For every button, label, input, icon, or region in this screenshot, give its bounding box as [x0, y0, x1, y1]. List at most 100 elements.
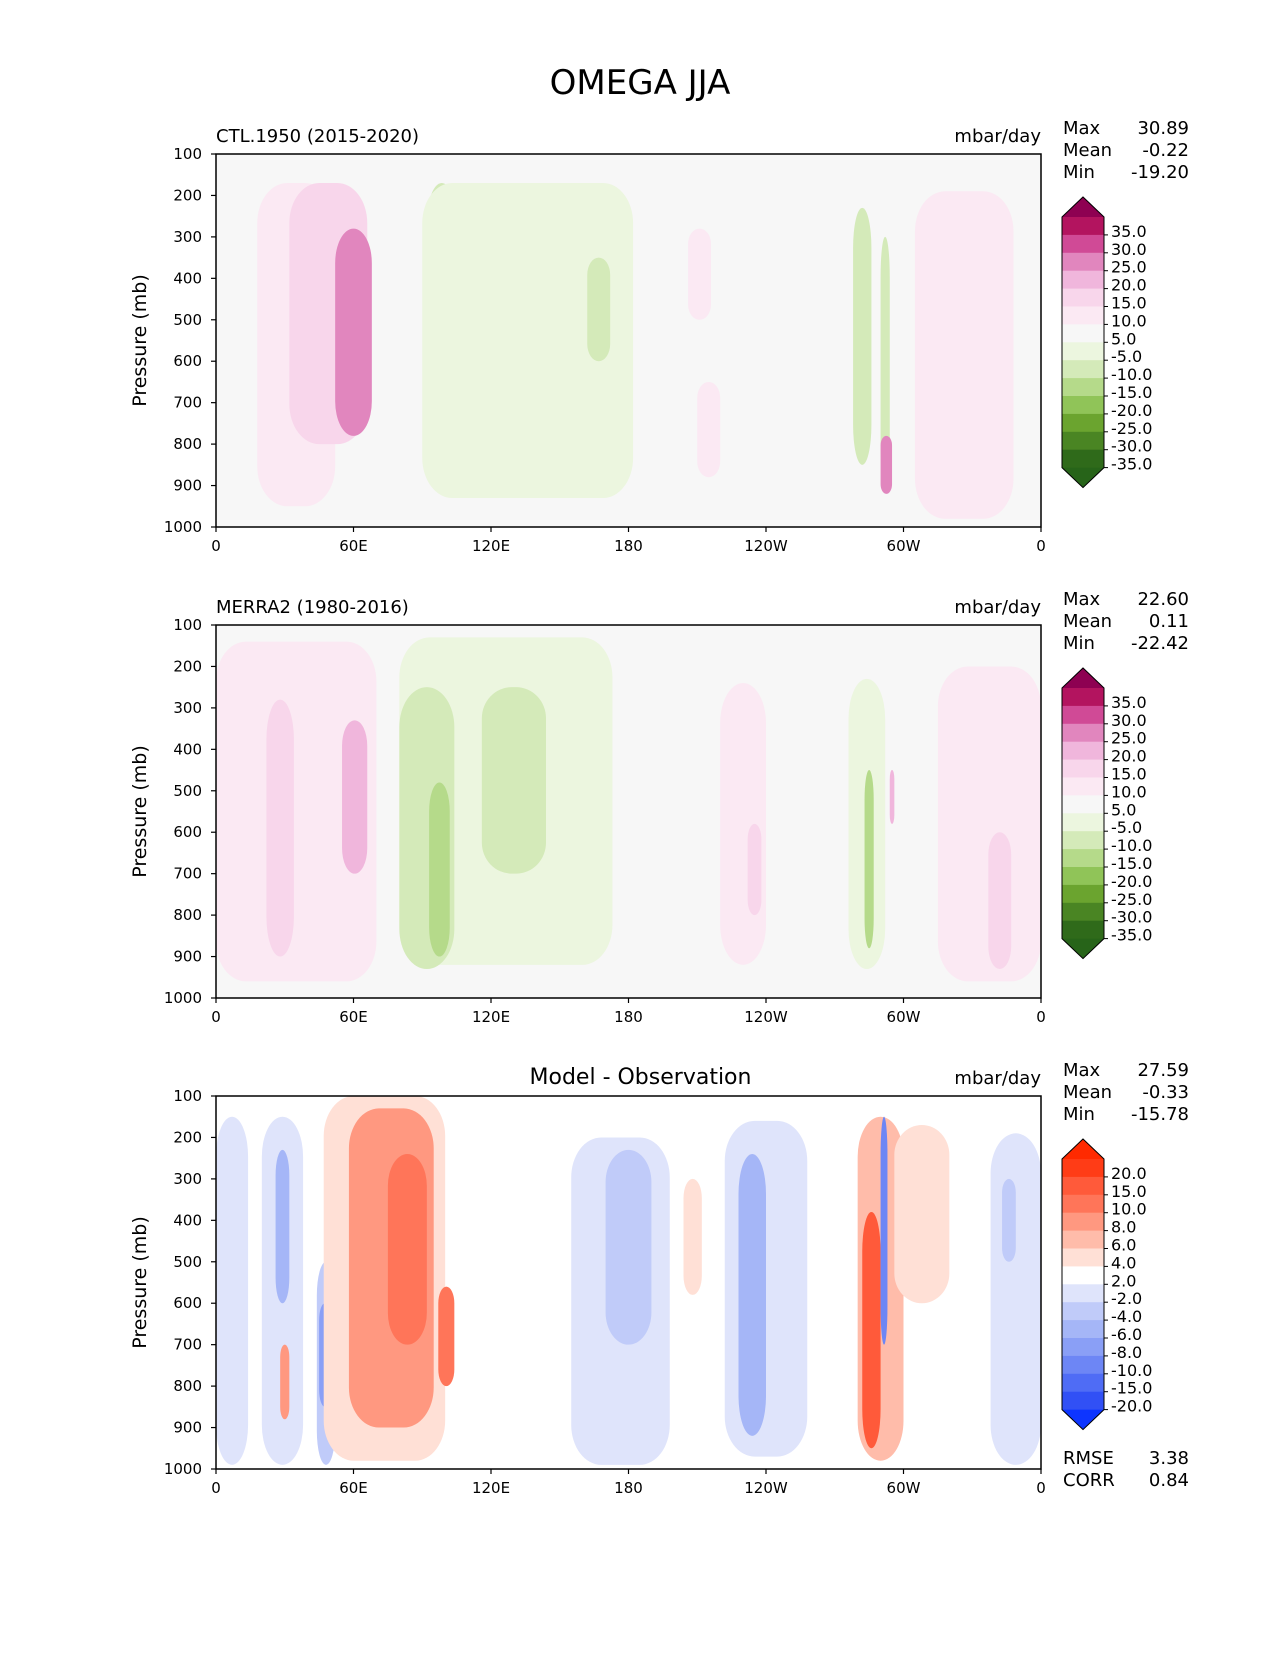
y-tick-label: 300 — [173, 699, 202, 717]
contour-feature — [738, 1154, 766, 1436]
colorbar-segment — [1062, 1176, 1104, 1196]
colorbar-segment — [1062, 1302, 1104, 1321]
colorbar-segment — [1062, 1373, 1104, 1393]
colorbar-bottom-extension — [1062, 467, 1104, 488]
colorbar-label: -35.0 — [1111, 455, 1152, 474]
colorbar-segment — [1062, 795, 1104, 814]
colorbar-segment — [1062, 705, 1104, 725]
colorbar-label: 30.0 — [1111, 711, 1147, 730]
y-axis-label: Pressure (mb) — [129, 274, 151, 407]
y-tick-label: 400 — [173, 1211, 202, 1229]
colorbar-label: -4.0 — [1111, 1307, 1142, 1326]
stat-value: -15.78 — [1131, 1104, 1189, 1125]
colorbar-label: -8.0 — [1111, 1343, 1142, 1362]
stat-label: Min — [1063, 162, 1095, 183]
colorbar-segment — [1062, 777, 1104, 796]
panel-units: mbar/day — [954, 597, 1041, 618]
y-tick-label: 400 — [173, 269, 202, 287]
colorbar-label: -20.0 — [1111, 401, 1152, 420]
y-tick-label: 100 — [173, 1087, 202, 1105]
contour-feature — [988, 832, 1012, 969]
colorbar-segment — [1062, 1230, 1104, 1249]
colorbar-label: 15.0 — [1111, 765, 1147, 784]
panel-units: mbar/day — [954, 1068, 1041, 1089]
y-tick-label: 300 — [173, 228, 202, 246]
colorbar-label: 10.0 — [1111, 1200, 1147, 1219]
colorbar-segment — [1062, 413, 1104, 433]
colorbar-segment — [1062, 324, 1104, 343]
colorbar-label: -20.0 — [1111, 1397, 1152, 1416]
colorbar-segment — [1062, 288, 1104, 307]
colorbar-segment — [1062, 688, 1104, 707]
colorbar-label: -15.0 — [1111, 1379, 1152, 1398]
colorbar-bottom-extension — [1062, 1409, 1104, 1430]
x-tick-label: 60E — [339, 1479, 368, 1497]
colorbar-segment — [1062, 723, 1104, 743]
contour-feature — [880, 435, 893, 494]
contour-feature — [335, 228, 372, 436]
colorbar-segment — [1062, 831, 1104, 850]
footer-stat-label: CORR — [1063, 1470, 1115, 1491]
x-tick-label: 120W — [744, 1008, 788, 1026]
contour-feature — [1002, 1178, 1016, 1262]
colorbar-label: -35.0 — [1111, 926, 1152, 945]
y-tick-label: 700 — [173, 394, 202, 412]
y-axis-label: Pressure (mb) — [129, 745, 151, 878]
contour-feature — [422, 183, 634, 498]
panel-units: mbar/day — [954, 126, 1041, 147]
contour-feature — [864, 770, 874, 949]
colorbar-segment — [1062, 306, 1104, 325]
colorbar-segment — [1062, 1266, 1104, 1285]
stat-value: -22.42 — [1131, 633, 1189, 654]
colorbar-segment — [1062, 759, 1104, 778]
colorbar-segment — [1062, 1338, 1104, 1357]
y-tick-label: 200 — [173, 186, 202, 204]
y-tick-label: 500 — [173, 1253, 202, 1271]
colorbar-label: 10.0 — [1111, 782, 1147, 801]
panel-2: 100 200 300 400 500 600 700 800 900 1000 0 60E 120E 1… — [129, 589, 1189, 1026]
colorbar-top-extension — [1062, 668, 1104, 688]
colorbar-label: -25.0 — [1111, 419, 1152, 438]
colorbar-label: 10.0 — [1111, 311, 1147, 330]
colorbar-segment — [1062, 1212, 1104, 1231]
y-tick-label: 1000 — [164, 1460, 202, 1478]
colorbar-label: -15.0 — [1111, 383, 1152, 402]
colorbar-segment — [1062, 1248, 1104, 1267]
stat-value: -0.33 — [1142, 1082, 1189, 1103]
colorbar-segment — [1062, 849, 1104, 868]
contour-feature — [914, 191, 1014, 519]
colorbar-label: -15.0 — [1111, 854, 1152, 873]
colorbar-label: -5.0 — [1111, 347, 1142, 366]
panel-1: 100 200 300 400 500 600 700 800 900 1000 0 60E 120E 1… — [129, 118, 1189, 555]
colorbar-label: 25.0 — [1111, 729, 1147, 748]
colorbar-label: 15.0 — [1111, 1182, 1147, 1201]
colorbar-segment — [1062, 360, 1104, 379]
stat-value: -19.20 — [1131, 162, 1189, 183]
colorbar-label: 2.0 — [1111, 1271, 1136, 1290]
contour-field — [216, 1096, 1041, 1465]
colorbar-label: 20.0 — [1111, 276, 1147, 295]
x-tick-label: 0 — [1036, 1008, 1046, 1026]
y-tick-label: 600 — [173, 352, 202, 370]
colorbar-label: 30.0 — [1111, 240, 1147, 259]
y-tick-label: 1000 — [164, 518, 202, 536]
contour-feature — [747, 823, 762, 916]
y-tick-label: 700 — [173, 1336, 202, 1354]
colorbar-segment — [1062, 1355, 1104, 1375]
stat-label: Max — [1063, 118, 1101, 139]
x-tick-label: 60E — [339, 537, 368, 555]
x-tick-label: 60W — [887, 1008, 921, 1026]
x-tick-label: 120W — [744, 1479, 788, 1497]
panel-3: 100 200 300 400 500 600 700 800 900 1000 0 60E 120E 1… — [129, 1060, 1189, 1497]
colorbar-label: -10.0 — [1111, 836, 1152, 855]
stat-label: Max — [1063, 589, 1101, 610]
colorbar-segment — [1062, 1391, 1104, 1410]
x-tick-label: 180 — [614, 537, 643, 555]
colorbar-segment — [1062, 270, 1104, 289]
x-tick-label: 120E — [472, 1479, 510, 1497]
y-tick-label: 100 — [173, 145, 202, 163]
y-tick-label: 500 — [173, 311, 202, 329]
colorbar-label: 15.0 — [1111, 294, 1147, 313]
y-tick-label: 900 — [173, 477, 202, 495]
colorbar-segment — [1062, 431, 1104, 451]
